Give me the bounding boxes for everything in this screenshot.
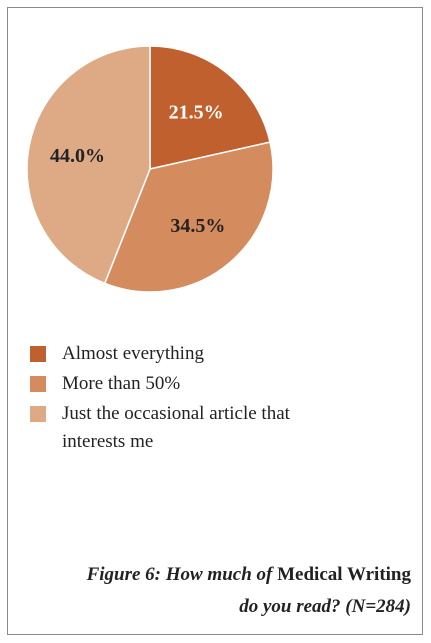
figure-caption: Figure 6: How much of Medical Writing do… [31,559,411,623]
legend-label: More than 50% [62,373,181,394]
pie-data-label-2: 44.0% [50,145,105,167]
pie-data-label-1: 34.5% [170,215,225,237]
pie-data-label-0: 21.5% [169,101,224,123]
pie-slice-0 [149,45,271,170]
chart-legend: Almost everything More than 50% Just the… [30,340,332,458]
legend-label: Just the occasional article that interes… [62,403,290,452]
legend-label: Almost everything [62,343,204,364]
legend-item-occasional-article: Just the occasional article that interes… [30,400,332,456]
legend-item-more-than-50: More than 50% [30,370,332,398]
legend-item-almost-everything: Almost everything [30,340,332,368]
pie-slice-1 [103,141,274,293]
legend-swatch [30,376,46,392]
legend-swatch [30,406,46,422]
pie-slice-2 [26,45,151,285]
caption-prefix: Figure 6: How much of [86,564,278,585]
legend-swatch [30,346,46,362]
caption-journal-name: Medical Writing [277,564,411,585]
caption-suffix: do you read? (N=284) [239,596,411,617]
